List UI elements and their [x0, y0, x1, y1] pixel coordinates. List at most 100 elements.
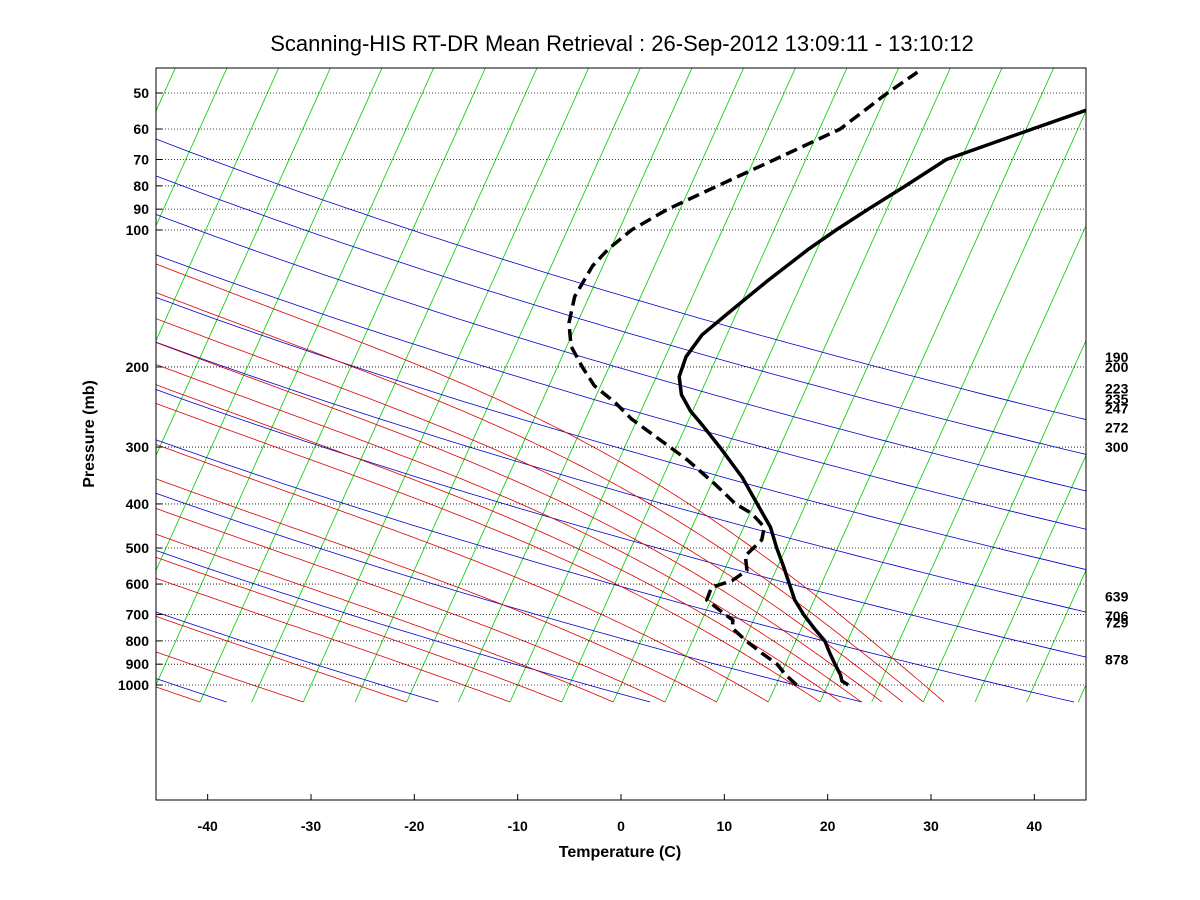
y-tick-label: 300 — [126, 439, 150, 455]
moist-adiabat-line — [156, 478, 717, 703]
x-axis-label: Temperature (C) — [559, 844, 681, 861]
isotherm-line — [509, 68, 796, 703]
moist-adiabat-line — [156, 384, 841, 703]
isotherm-line — [1026, 569, 1086, 703]
dry-adiabat-line — [156, 138, 1086, 420]
y-tick-label: 80 — [133, 178, 149, 194]
background-lines — [0, 63, 1200, 703]
isotherm-line — [0, 63, 74, 702]
isotherm-line — [406, 68, 693, 703]
isotherm-line — [871, 224, 1086, 703]
moist-adiabat-line — [156, 533, 614, 703]
moist-adiabat-line — [156, 556, 562, 703]
right-axis-label: 706 — [1105, 608, 1129, 624]
isotherm-line — [767, 68, 1055, 703]
moist-adiabat-line — [156, 364, 862, 703]
isotherm-line — [612, 68, 900, 703]
isotherm-line — [354, 68, 641, 703]
y-axis-ticks: 50 60 70 80 90 100 200 300 400 500 600 700 800 900 100… — [118, 85, 162, 693]
profile-lines — [567, 70, 1086, 687]
x-tick-label: -10 — [508, 818, 528, 834]
isotherm-line — [457, 68, 745, 703]
x-tick-label: 10 — [717, 818, 733, 834]
isotherm-line — [922, 339, 1086, 703]
dry-adiabat-line — [156, 296, 1086, 570]
moist-adiabat-line — [156, 508, 666, 703]
isotherm-line — [251, 68, 538, 703]
right-axis-label: 247 — [1105, 401, 1129, 417]
x-tick-label: -30 — [301, 818, 321, 834]
dewpoint-profile-line — [567, 70, 919, 687]
dry-adiabat-line — [156, 175, 1086, 455]
x-tick-label: 20 — [820, 818, 836, 834]
isotherm-line — [664, 68, 951, 703]
moist-adiabat-line — [156, 318, 903, 703]
y-tick-label: 70 — [133, 151, 149, 167]
dry-adiabat-line — [156, 254, 1086, 530]
dry-adiabat-line — [156, 678, 227, 703]
right-axis-label: 272 — [1105, 420, 1129, 436]
moist-adiabat-line — [156, 444, 769, 703]
dry-adiabat-line — [156, 341, 1086, 613]
y-tick-label: 50 — [133, 85, 149, 101]
pressure-gridlines — [156, 92, 1086, 686]
y-tick-label: 600 — [126, 576, 150, 592]
isotherm-line — [156, 68, 383, 572]
moist-adiabat-line — [156, 615, 407, 703]
right-axis-label: 235 — [1105, 391, 1129, 407]
right-axis-label: 200 — [1105, 359, 1129, 375]
y-tick-label: 500 — [126, 540, 150, 556]
y-tick-label: 1000 — [118, 677, 149, 693]
moist-adiabat-line — [156, 686, 201, 703]
x-tick-label: 40 — [1027, 818, 1043, 834]
y-tick-label: 700 — [126, 607, 150, 623]
x-axis-ticks: -40 -30 -20 -10 0 10 20 30 40 — [198, 794, 1043, 834]
dry-adiabat-line — [156, 550, 651, 703]
dry-adiabat-line — [156, 214, 1086, 492]
chart-title: Scanning-HIS RT-DR Mean Retrieval : 26-S… — [270, 31, 974, 56]
y-tick-label: 900 — [126, 656, 150, 672]
dry-adiabat-line — [156, 439, 1075, 703]
y-tick-label: 400 — [126, 496, 150, 512]
isotherm-line — [716, 68, 1003, 703]
isotherm-line — [1130, 63, 1200, 702]
temperature-profile-line — [677, 108, 1086, 687]
right-axis-label: 729 — [1105, 615, 1129, 631]
isotherm-line — [156, 68, 331, 457]
moist-adiabat-line — [156, 263, 945, 703]
dry-adiabat-line — [156, 389, 1086, 658]
isotherm-line — [0, 63, 126, 702]
y-tick-label: 200 — [126, 359, 150, 375]
isotherm-line — [156, 68, 280, 342]
moist-adiabat-line — [156, 403, 821, 703]
right-axis-label: 878 — [1105, 651, 1129, 667]
isotherm-line — [302, 68, 590, 703]
plot-frame — [155, 67, 1087, 801]
y-tick-label: 800 — [126, 633, 150, 649]
moist-adiabat-line — [156, 577, 511, 703]
isotherm-line — [199, 68, 486, 703]
right-axis-label: 300 — [1105, 439, 1129, 455]
y-axis-label: Pressure (mb) — [81, 380, 98, 488]
dry-adiabat-line — [156, 611, 439, 703]
right-axis-label: 223 — [1105, 380, 1129, 396]
x-tick-label: 0 — [617, 818, 625, 834]
moist-adiabat-line — [156, 292, 924, 703]
x-tick-label: 30 — [923, 818, 939, 834]
x-tick-label: -20 — [404, 818, 424, 834]
isotherm-line — [561, 68, 848, 703]
isotherm-line — [1077, 683, 1086, 703]
isotherm-line — [156, 68, 228, 227]
y-tick-label: 90 — [133, 201, 149, 217]
isotherm-line — [974, 454, 1086, 703]
isotherm-line — [156, 68, 435, 686]
y-tick-label: 100 — [126, 222, 150, 238]
dry-adiabat-line — [156, 492, 863, 703]
x-tick-label: -40 — [198, 818, 218, 834]
right-axis-label: 190 — [1105, 349, 1129, 365]
isotherm-line — [819, 109, 1086, 703]
moist-adiabat-line — [156, 342, 883, 703]
moist-adiabat-line — [156, 651, 304, 703]
